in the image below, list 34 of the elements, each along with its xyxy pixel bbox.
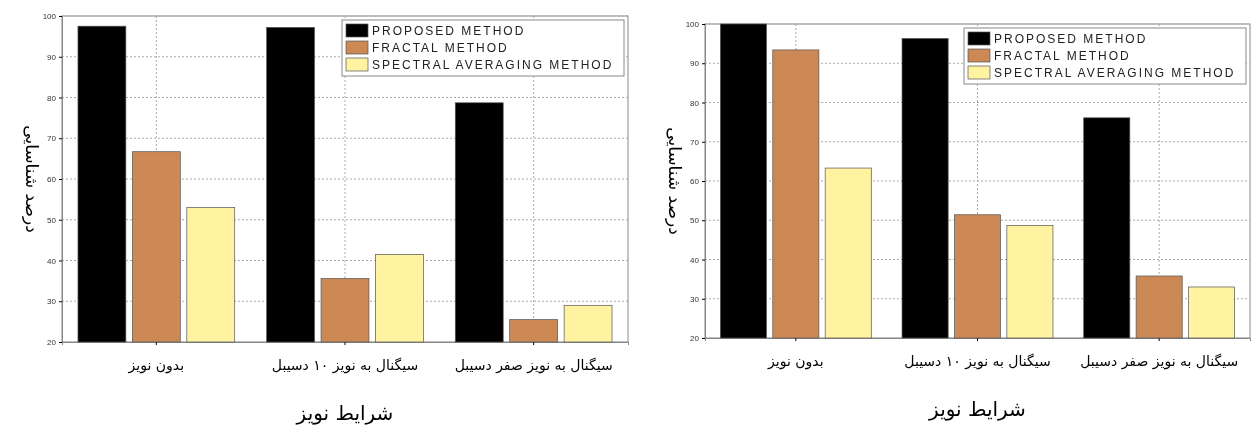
y-tick-label: 80	[47, 93, 57, 103]
y-tick-label: 70	[690, 137, 700, 147]
y-tick-label: 70	[47, 134, 57, 144]
y-tick-label: 20	[690, 334, 700, 344]
y-tick-label: 60	[47, 175, 57, 185]
y-tick-label: 50	[690, 216, 700, 226]
y-tick-label: 50	[47, 215, 57, 225]
y-tick-label: 20	[47, 338, 57, 348]
y-tick-label: 100	[42, 12, 57, 22]
x-tick-label: سیگنال به نویز ۱۰ دسیبل	[271, 357, 419, 375]
y-axis-title: درصد شناسایی	[665, 127, 685, 235]
x-tick-label: بدون نویز	[127, 357, 185, 375]
y-tick-label: 80	[690, 98, 700, 108]
legend-label: SPECTRAL AVERAGING METHOD	[994, 66, 1236, 80]
y-tick-label: 40	[47, 256, 57, 266]
y-tick-label: 40	[690, 255, 700, 265]
x-axis-title: شرایط نویز	[928, 397, 1026, 421]
y-tick-label: 90	[690, 59, 700, 69]
y-tick-label: 100	[685, 20, 700, 30]
x-tick-label: سیگنال به نویز صفر دسیبل	[1080, 353, 1239, 371]
x-tick-label: سیگنال به نویز صفر دسیبل	[454, 357, 613, 375]
x-tick-label: بدون نویز	[767, 353, 824, 371]
y-tick-label: 60	[690, 177, 700, 187]
legend-label: SPECTRAL AVERAGING METHOD	[372, 58, 614, 72]
x-axis-title: شرایط نویز	[295, 401, 394, 425]
y-tick-label: 90	[47, 52, 57, 62]
y-tick-label: 30	[47, 297, 57, 307]
y-axis-title: درصد شناسایی	[22, 125, 42, 233]
legend-label: FRACTAL METHOD	[372, 41, 509, 55]
legend-label: PROPOSED METHOD	[994, 32, 1148, 46]
x-tick-label: سیگنال به نویز ۱۰ دسیبل	[904, 353, 1051, 371]
y-tick-label: 30	[690, 294, 700, 304]
legend-label: PROPOSED METHOD	[372, 24, 526, 38]
legend-label: FRACTAL METHOD	[994, 49, 1131, 63]
